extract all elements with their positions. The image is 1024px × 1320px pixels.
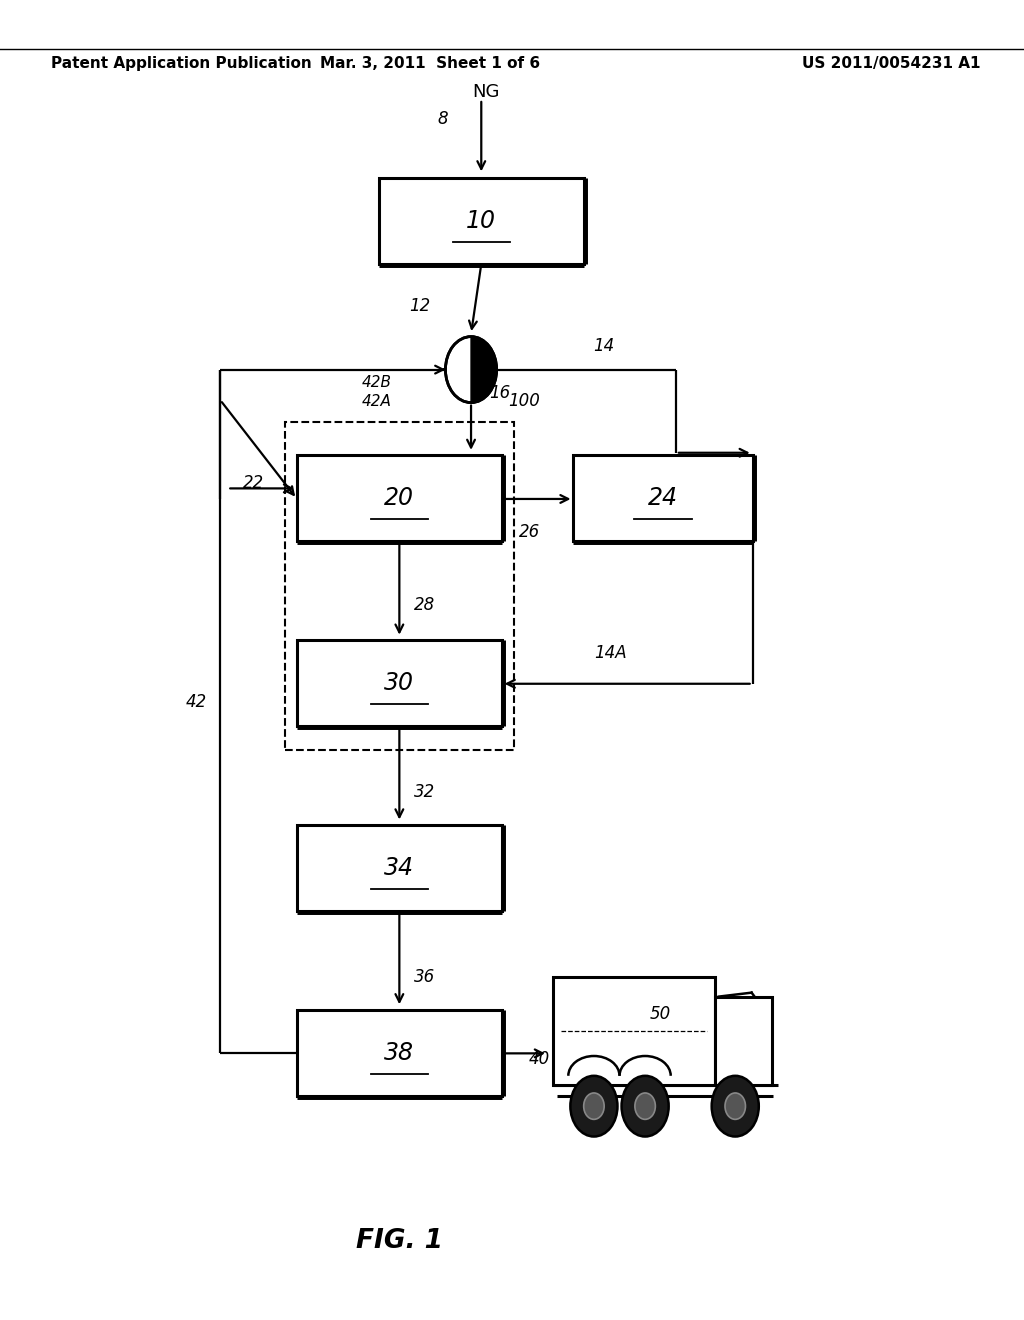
Text: Mar. 3, 2011  Sheet 1 of 6: Mar. 3, 2011 Sheet 1 of 6 [321,55,540,71]
Text: 10: 10 [466,209,497,234]
Text: 30: 30 [384,671,415,696]
Text: Patent Application Publication: Patent Application Publication [51,55,312,71]
Bar [297,825,502,911]
Text: 14A: 14A [594,644,627,663]
Text: 100: 100 [508,392,541,411]
Text: 22: 22 [244,474,264,492]
Bar [553,977,715,1085]
Text: 50: 50 [650,1005,671,1023]
Circle shape [635,1093,655,1119]
Circle shape [584,1093,604,1119]
Bar [285,422,514,750]
Text: 42B: 42B [361,375,392,391]
Bar [297,1010,502,1096]
Circle shape [622,1076,669,1137]
Circle shape [570,1076,617,1137]
Text: 24: 24 [648,486,678,511]
Bar [715,997,772,1085]
Text: 42: 42 [186,693,207,711]
Text: NG: NG [473,83,500,102]
Text: 14: 14 [594,337,614,355]
Bar [379,178,584,264]
Polygon shape [471,337,497,403]
Text: 42A: 42A [361,393,392,409]
Text: 40: 40 [529,1049,550,1068]
Text: 16: 16 [489,384,510,403]
Circle shape [445,337,497,403]
Circle shape [725,1093,745,1119]
Bar [297,640,502,726]
Text: 32: 32 [415,783,435,801]
Text: 12: 12 [410,297,430,315]
Text: 34: 34 [384,855,415,880]
Text: 38: 38 [384,1040,415,1065]
Text: 20: 20 [384,486,415,511]
Text: FIG. 1: FIG. 1 [356,1228,442,1254]
Text: 26: 26 [519,523,540,541]
Text: US 2011/0054231 A1: US 2011/0054231 A1 [802,55,980,71]
Circle shape [712,1076,759,1137]
Text: 28: 28 [415,595,435,614]
Text: 8: 8 [437,110,447,128]
Bar [297,455,502,541]
Text: 36: 36 [415,968,435,986]
Bar [573,455,753,541]
